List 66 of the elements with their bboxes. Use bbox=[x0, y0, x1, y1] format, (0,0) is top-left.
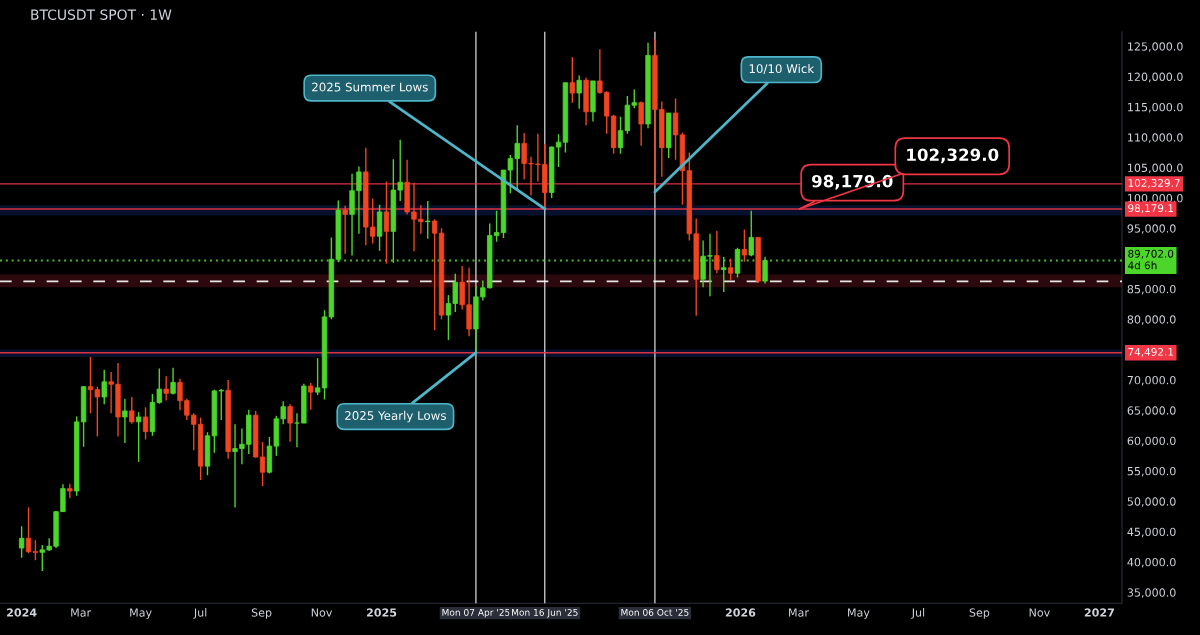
ref-line-label: 74,492.1 bbox=[1128, 347, 1173, 357]
candlestick bbox=[170, 367, 176, 396]
y-tick-label: 55,000.0 bbox=[1127, 466, 1176, 477]
x-tick-label: Mar bbox=[71, 608, 92, 617]
y-tick-label: 110,000.0 bbox=[1128, 133, 1183, 143]
candlestick bbox=[748, 210, 754, 257]
y-tick-label: 60,000.0 bbox=[1127, 436, 1176, 447]
candlestick bbox=[18, 525, 25, 559]
annotation: 10/10 Wick bbox=[749, 63, 815, 75]
y-tick-label: 105,000.0 bbox=[1128, 163, 1183, 174]
ref-line-label: Mon 16 Jun '25 bbox=[512, 608, 578, 618]
y-tick-label: 35,000.0 bbox=[1127, 588, 1176, 598]
y-tick-label: 40,000.0 bbox=[1127, 557, 1176, 568]
candlestick bbox=[308, 382, 314, 411]
x-tick-label: Nov bbox=[311, 608, 333, 617]
x-tick-label: Mar bbox=[789, 608, 809, 617]
candlestick bbox=[122, 398, 128, 444]
candlestick bbox=[142, 406, 149, 441]
candlestick bbox=[383, 180, 390, 265]
x-tick-label: 2027 bbox=[1084, 608, 1114, 617]
candlestick bbox=[67, 483, 73, 499]
ref-line-label: Mon 06 Oct '25 bbox=[621, 608, 689, 616]
candlestick bbox=[741, 228, 748, 263]
x-tick-label: Jul bbox=[193, 608, 207, 619]
candlestick bbox=[425, 200, 431, 240]
ref-line-label: 98,179.1 bbox=[1128, 204, 1173, 214]
candlestick bbox=[287, 403, 293, 443]
candlestick bbox=[638, 100, 644, 147]
candlestick bbox=[727, 257, 734, 281]
x-tick-label: 2026 bbox=[725, 608, 756, 617]
candlestick bbox=[762, 256, 768, 285]
x-tick-label: 2025 bbox=[366, 608, 397, 617]
y-tick-label: 80,000.0 bbox=[1127, 315, 1176, 325]
candlestick bbox=[342, 205, 348, 255]
y-tick-label: 125,000.0 bbox=[1128, 42, 1183, 52]
x-tick-label: Jul bbox=[911, 608, 925, 619]
annotation: 2025 Yearly Lows bbox=[345, 410, 446, 423]
candlestick bbox=[569, 56, 575, 104]
candlestick bbox=[129, 396, 135, 425]
x-tick-label: 2024 bbox=[7, 608, 37, 617]
candlestick bbox=[576, 74, 582, 110]
x-tick-label: Nov bbox=[1029, 608, 1050, 617]
y-tick-label: 70,000.0 bbox=[1127, 375, 1176, 386]
ref-line-label: 89,702.0 4d 6h bbox=[1128, 249, 1174, 270]
x-tick-label: Sep bbox=[251, 608, 272, 619]
candlestick bbox=[163, 375, 169, 402]
x-tick-label: May bbox=[130, 608, 152, 619]
y-tick-label: 95,000.0 bbox=[1127, 224, 1176, 234]
ref-line-label: Mon 07 Apr '25 bbox=[442, 608, 510, 618]
y-tick-label: 115,000.0 bbox=[1128, 102, 1183, 113]
ref-line-label: 102,329.7 bbox=[1128, 178, 1180, 188]
candlestick bbox=[294, 412, 300, 449]
annotation: 2025 Summer Lows bbox=[312, 82, 428, 92]
annotation: 102,329.0 bbox=[907, 148, 999, 164]
candlestick bbox=[135, 411, 142, 463]
y-tick-label: 50,000.0 bbox=[1127, 497, 1176, 507]
y-tick-label: 120,000.0 bbox=[1128, 72, 1183, 83]
x-tick-label: May bbox=[848, 608, 870, 619]
chart-title: BTCUSDT SPOT · 1W bbox=[31, 9, 172, 20]
y-tick-label: 65,000.0 bbox=[1127, 406, 1176, 416]
candlestick bbox=[714, 230, 720, 274]
y-tick-label: 85,000.0 bbox=[1127, 284, 1176, 295]
x-tick-label: Sep bbox=[969, 608, 990, 619]
candlestick bbox=[672, 97, 679, 161]
y-tick-label: 45,000.0 bbox=[1127, 527, 1176, 538]
candlestick bbox=[101, 368, 107, 405]
